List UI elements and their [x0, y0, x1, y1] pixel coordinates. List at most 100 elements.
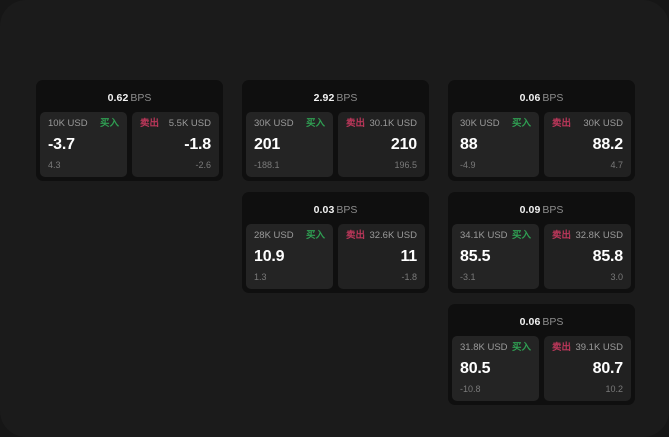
sell-delta: 196.5: [394, 160, 417, 170]
quote-card[interactable]: 0.09 BPS 34.1K USD 买入 85.5 -3.1 卖出 32.8K USD 85.…: [448, 192, 635, 293]
sell-panel[interactable]: 卖出 32.6K USD 11 -1.8: [338, 224, 425, 289]
bps-unit-label: BPS: [542, 92, 564, 104]
buy-panel-top: 28K USD 买入: [254, 231, 325, 241]
sell-size-label: 32.6K USD: [369, 230, 417, 241]
buy-panel[interactable]: 31.8K USD 买入 80.5 -10.8: [452, 336, 539, 401]
sell-delta: 10.2: [605, 384, 623, 394]
card-header: 0.06 BPS: [452, 309, 631, 336]
sell-action-label: 卖出: [552, 230, 572, 241]
card-sides: 30K USD 买入 88 -4.9 卖出 30K USD 88.2 4.7: [452, 112, 631, 177]
buy-delta: 4.3: [48, 160, 61, 170]
bps-unit-label: BPS: [336, 92, 358, 104]
buy-panel[interactable]: 30K USD 买入 201 -188.1: [246, 112, 333, 177]
sell-panel[interactable]: 卖出 30.1K USD 210 196.5: [338, 112, 425, 177]
sell-size-label: 39.1K USD: [575, 342, 623, 353]
bps-value: 0.06: [519, 316, 541, 328]
sell-size-label: 5.5K USD: [168, 118, 211, 129]
sell-panel[interactable]: 卖出 39.1K USD 80.7 10.2: [544, 336, 631, 401]
quote-card[interactable]: 0.06 BPS 30K USD 买入 88 -4.9 卖出 30K USD 88.2 4.7: [448, 80, 635, 181]
buy-delta: -188.1: [254, 160, 280, 170]
sell-panel-top: 卖出 30K USD: [552, 119, 623, 129]
buy-delta: -3.1: [460, 272, 476, 282]
bps-unit-label: BPS: [336, 204, 358, 216]
buy-action-label: 买入: [99, 118, 119, 129]
buy-price: 85.5: [460, 247, 491, 265]
bps-value: 0.03: [313, 204, 335, 216]
buy-size-label: 10K USD: [48, 118, 88, 129]
buy-action-label: 买入: [305, 118, 325, 129]
bps-value: 0.62: [107, 92, 129, 104]
sell-price: 85.8: [592, 247, 624, 265]
sell-panel-top: 卖出 32.6K USD: [346, 231, 417, 241]
card-header: 0.06 BPS: [452, 85, 631, 112]
card-header: 0.62 BPS: [40, 85, 219, 112]
bps-value: 0.06: [519, 92, 541, 104]
buy-panel-top: 34.1K USD 买入: [460, 231, 531, 241]
sell-delta: 4.7: [610, 160, 623, 170]
buy-action-label: 买入: [511, 230, 531, 241]
sell-panel[interactable]: 卖出 32.8K USD 85.8 3.0: [544, 224, 631, 289]
buy-panel-top: 30K USD 买入: [460, 119, 531, 129]
buy-panel-top: 10K USD 买入: [48, 119, 119, 129]
buy-size-label: 30K USD: [254, 118, 294, 129]
buy-price: 80.5: [460, 359, 491, 377]
sell-action-label: 卖出: [346, 118, 366, 129]
sell-price: 88.2: [592, 135, 624, 153]
bps-value: 2.92: [313, 92, 335, 104]
buy-action-label: 买入: [511, 342, 531, 353]
buy-delta: -10.8: [460, 384, 481, 394]
sell-delta: -2.6: [195, 160, 211, 170]
card-sides: 28K USD 买入 10.9 1.3 卖出 32.6K USD 11 -1.8: [246, 224, 425, 289]
buy-price: 88: [460, 135, 478, 153]
buy-action-label: 买入: [305, 230, 325, 241]
buy-size-label: 31.8K USD: [460, 342, 508, 353]
sell-delta: 3.0: [610, 272, 623, 282]
sell-price: 80.7: [592, 359, 624, 377]
sell-panel-top: 卖出 32.8K USD: [552, 231, 623, 241]
buy-price: 201: [254, 135, 281, 153]
sell-size-label: 32.8K USD: [575, 230, 623, 241]
sell-action-label: 卖出: [552, 342, 572, 353]
buy-panel[interactable]: 10K USD 买入 -3.7 4.3: [40, 112, 127, 177]
buy-price: 10.9: [254, 247, 285, 265]
bps-unit-label: BPS: [542, 204, 564, 216]
quote-card[interactable]: 2.92 BPS 30K USD 买入 201 -188.1 卖出 30.1K USD 210 1…: [242, 80, 429, 181]
card-header: 2.92 BPS: [246, 85, 425, 112]
quote-card[interactable]: 0.06 BPS 31.8K USD 买入 80.5 -10.8 卖出 39.1K USD 80…: [448, 304, 635, 405]
bps-value: 0.09: [519, 204, 541, 216]
card-header: 0.09 BPS: [452, 197, 631, 224]
buy-panel[interactable]: 28K USD 买入 10.9 1.3: [246, 224, 333, 289]
sell-action-label: 卖出: [346, 230, 366, 241]
sell-size-label: 30.1K USD: [369, 118, 417, 129]
sell-panel[interactable]: 卖出 30K USD 88.2 4.7: [544, 112, 631, 177]
buy-delta: 1.3: [254, 272, 267, 282]
sell-price: -1.8: [184, 135, 211, 153]
quote-card[interactable]: 0.03 BPS 28K USD 买入 10.9 1.3 卖出 32.6K USD 11 -1.8: [242, 192, 429, 293]
sell-price: 210: [390, 135, 417, 153]
buy-delta: -4.9: [460, 160, 476, 170]
buy-action-label: 买入: [511, 118, 531, 129]
column-1: 0.62 BPS 10K USD 买入 -3.7 4.3 卖出 5.5K USD -1.8 -2.…: [36, 80, 223, 181]
sell-action-label: 卖出: [552, 118, 572, 129]
card-sides: 10K USD 买入 -3.7 4.3 卖出 5.5K USD -1.8 -2.6: [40, 112, 219, 177]
card-sides: 31.8K USD 买入 80.5 -10.8 卖出 39.1K USD 80.7 10.2: [452, 336, 631, 401]
sell-price: 11: [400, 247, 417, 265]
sell-size-label: 30K USD: [583, 118, 623, 129]
sell-panel-top: 卖出 39.1K USD: [552, 343, 623, 353]
sell-panel-top: 卖出 30.1K USD: [346, 119, 417, 129]
quote-columns: 0.62 BPS 10K USD 买入 -3.7 4.3 卖出 5.5K USD -1.8 -2.…: [36, 80, 636, 405]
buy-panel[interactable]: 34.1K USD 买入 85.5 -3.1: [452, 224, 539, 289]
bps-unit-label: BPS: [130, 92, 152, 104]
buy-size-label: 34.1K USD: [460, 230, 508, 241]
column-2: 2.92 BPS 30K USD 买入 201 -188.1 卖出 30.1K USD 210 1…: [242, 80, 429, 293]
column-3: 0.06 BPS 30K USD 买入 88 -4.9 卖出 30K USD 88.2 4.7 0.…: [448, 80, 635, 405]
buy-panel-top: 30K USD 买入: [254, 119, 325, 129]
buy-panel-top: 31.8K USD 买入: [460, 343, 531, 353]
sell-panel[interactable]: 卖出 5.5K USD -1.8 -2.6: [132, 112, 219, 177]
quote-card[interactable]: 0.62 BPS 10K USD 买入 -3.7 4.3 卖出 5.5K USD -1.8 -2.…: [36, 80, 223, 181]
buy-size-label: 28K USD: [254, 230, 294, 241]
sell-delta: -1.8: [401, 272, 417, 282]
bps-unit-label: BPS: [542, 316, 564, 328]
buy-panel[interactable]: 30K USD 买入 88 -4.9: [452, 112, 539, 177]
